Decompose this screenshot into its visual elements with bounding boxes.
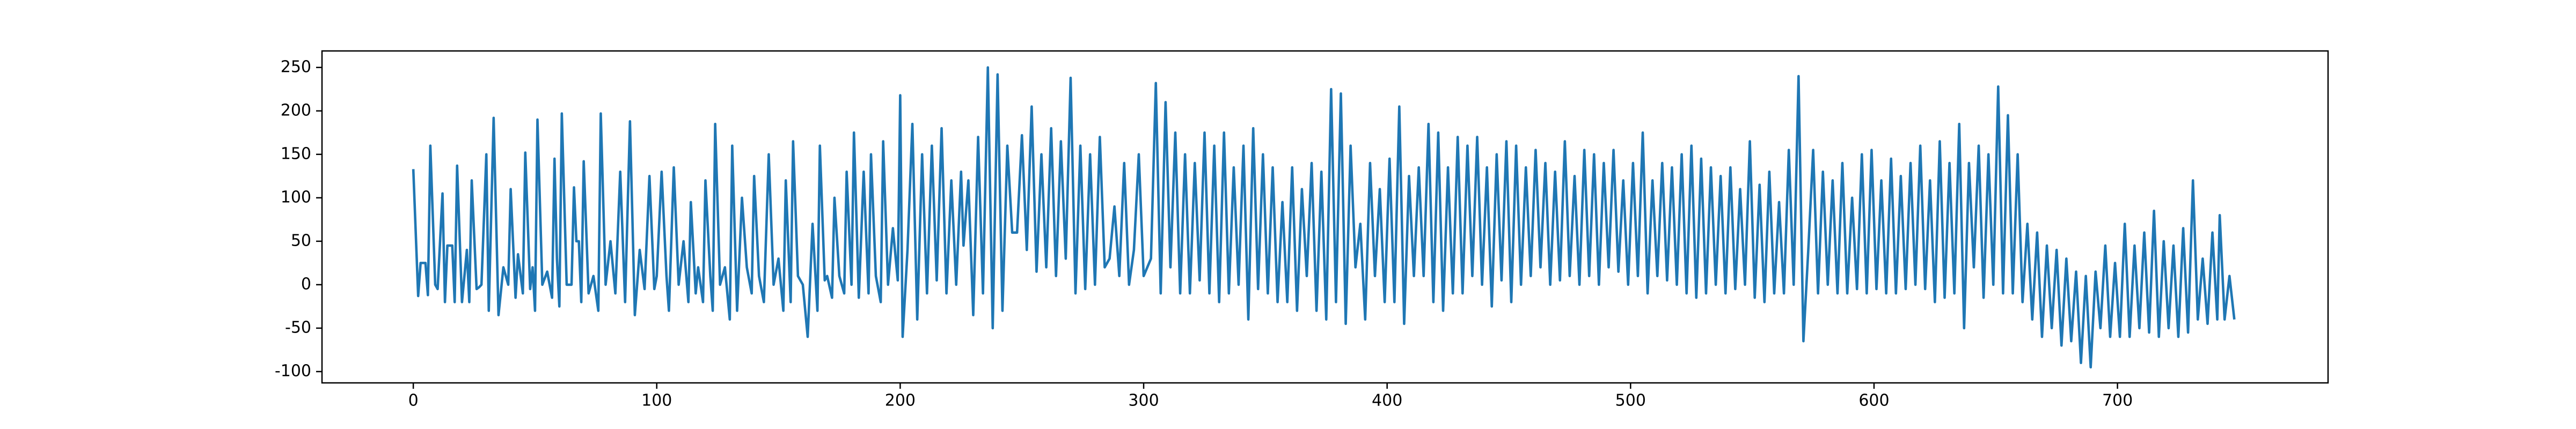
x-tick-label: 300 — [1128, 391, 1159, 410]
x-tick-label: 700 — [2102, 391, 2133, 410]
x-tick-label: 0 — [408, 391, 419, 410]
y-tick-label: -50 — [285, 318, 311, 337]
y-tick-label: 100 — [281, 188, 311, 206]
x-tick-label: 500 — [1615, 391, 1646, 410]
x-tick-label: 200 — [885, 391, 916, 410]
y-tick-label: 0 — [301, 275, 311, 293]
plot-frame — [321, 50, 2329, 384]
y-tick-label: -100 — [275, 361, 311, 380]
x-tick-label: 100 — [641, 391, 672, 410]
x-tick-label: 400 — [1372, 391, 1402, 410]
y-tick-label: 50 — [291, 231, 311, 250]
y-tick-label: 200 — [281, 101, 311, 120]
y-tick-label: 250 — [281, 57, 311, 76]
x-tick-label: 600 — [1858, 391, 1889, 410]
y-tick-label: 150 — [281, 144, 311, 163]
data-line — [412, 66, 2236, 369]
